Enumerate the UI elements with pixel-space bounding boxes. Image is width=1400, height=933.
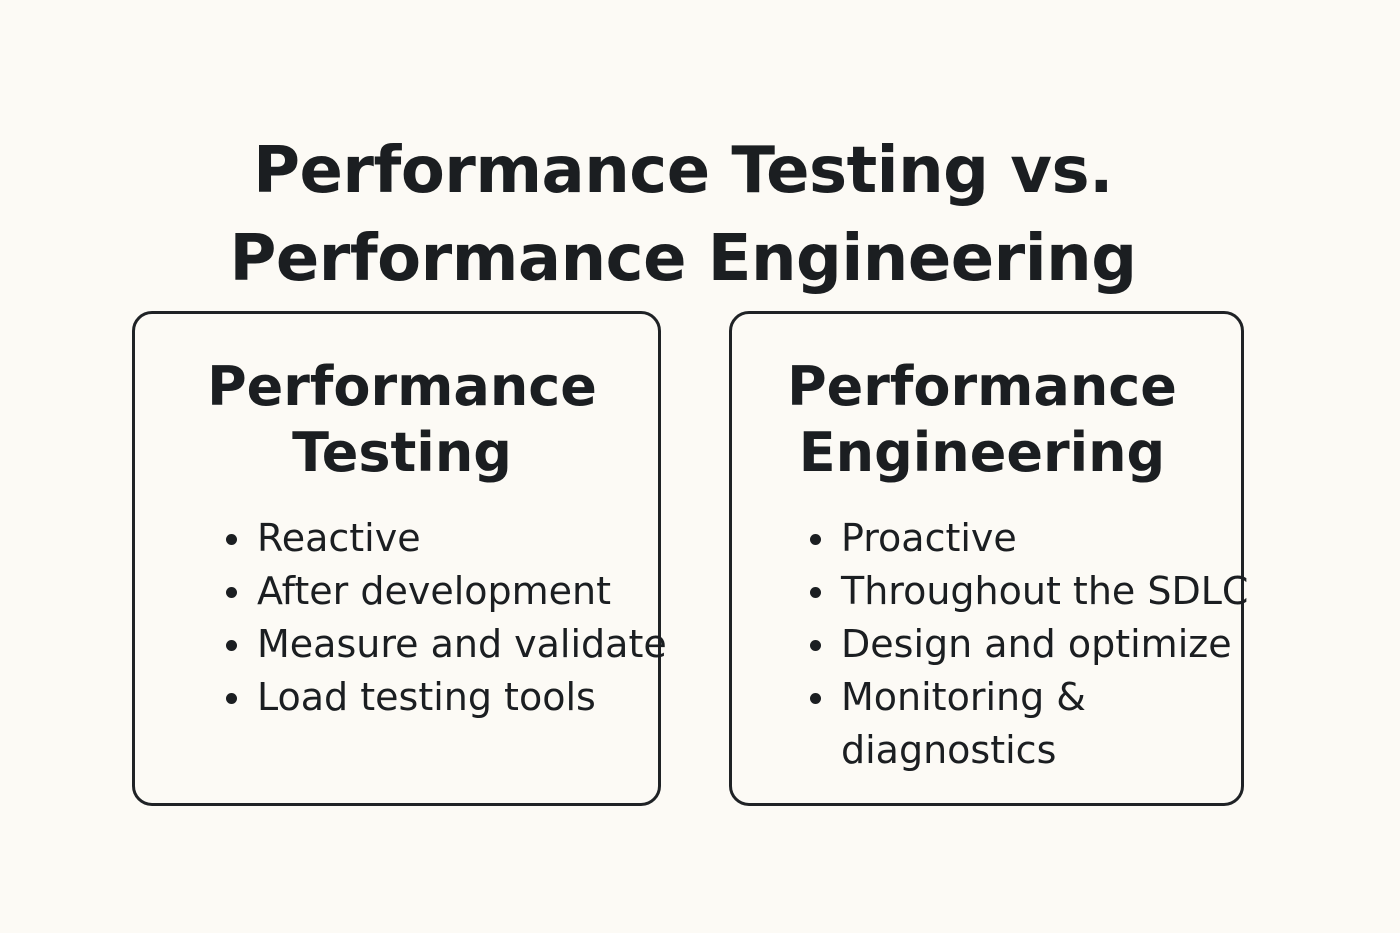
list-item-label: Measure and validate: [257, 622, 667, 666]
page-title: Performance Testing vs. Performance Engi…: [0, 127, 1366, 303]
list-item: Reactive: [220, 512, 660, 565]
list-item: Throughout the SDLC: [804, 565, 1248, 618]
card-title: Performance Testing: [135, 354, 669, 486]
card-title-line-1: Performance: [207, 355, 597, 418]
performance-testing-card: Performance Testing Reactive After devel…: [132, 311, 667, 806]
bullet-icon: [226, 534, 237, 545]
bullet-icon: [226, 693, 237, 704]
list-item: Monitoring & diagnostics: [804, 671, 1141, 777]
list-item-label: Load testing tools: [257, 675, 596, 719]
list-item: After development: [220, 565, 660, 618]
bullet-icon: [810, 534, 821, 545]
bullet-list: Reactive After development Measure and v…: [220, 512, 667, 724]
card-title-line-2: Engineering: [798, 421, 1166, 484]
list-item-label: Proactive: [841, 516, 1017, 560]
card-title-line-1: Performance: [787, 355, 1177, 418]
bullet-icon: [810, 693, 821, 704]
bullet-icon: [226, 640, 237, 651]
card-title-line-2: Testing: [292, 421, 512, 484]
list-item: Measure and validate: [220, 618, 667, 671]
list-item-label: Monitoring & diagnostics: [841, 675, 1086, 772]
bullet-list: Proactive Throughout the SDLC Design and…: [804, 512, 1248, 777]
bullet-icon: [810, 587, 821, 598]
page-title-line-1: Performance Testing vs.: [253, 133, 1113, 208]
list-item-label: Throughout the SDLC: [841, 569, 1249, 613]
list-item: Proactive: [804, 512, 1244, 565]
page-title-line-2: Performance Engineering: [229, 221, 1137, 296]
list-item: Load testing tools: [220, 671, 660, 724]
list-item-label: After development: [257, 569, 612, 613]
list-item-label: Design and optimize: [841, 622, 1232, 666]
list-item-label: Reactive: [257, 516, 421, 560]
bullet-icon: [810, 640, 821, 651]
list-item: Design and optimize: [804, 618, 1244, 671]
performance-engineering-card: Performance Engineering Proactive Throug…: [729, 311, 1248, 806]
card-title: Performance Engineering: [732, 354, 1232, 486]
bullet-icon: [226, 587, 237, 598]
